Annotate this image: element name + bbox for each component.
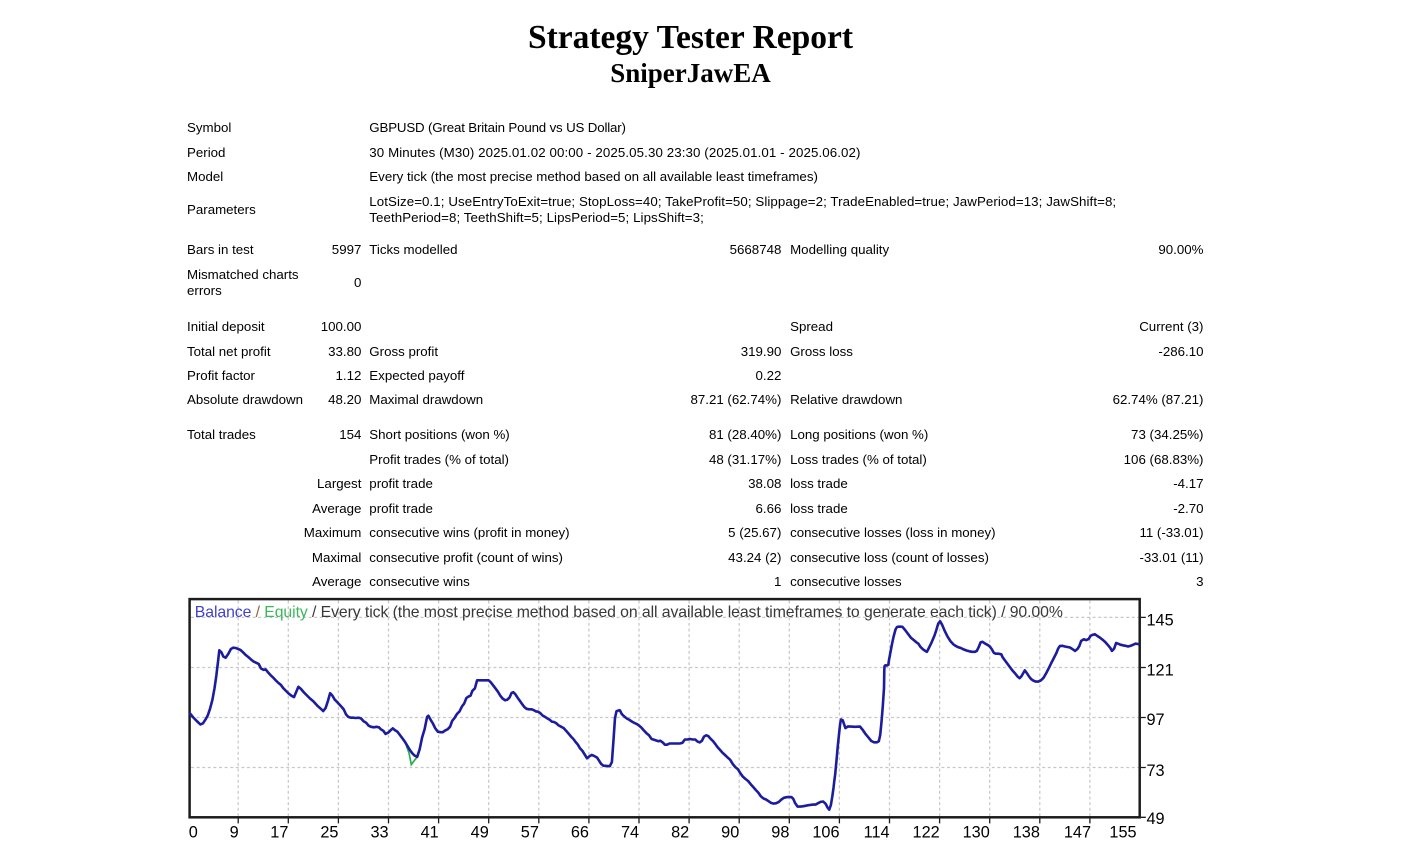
svg-text:0: 0	[189, 823, 198, 841]
svg-text:66: 66	[571, 823, 589, 841]
svg-text:17: 17	[270, 823, 288, 841]
svg-text:73: 73	[1147, 762, 1165, 780]
svg-text:130: 130	[963, 823, 990, 841]
svg-text:147: 147	[1064, 823, 1091, 841]
svg-text:97: 97	[1147, 711, 1165, 729]
svg-text:155: 155	[1109, 823, 1136, 841]
svg-text:121: 121	[1147, 662, 1174, 680]
svg-text:90: 90	[721, 823, 739, 841]
svg-text:Balance / Equity / Every tick: Balance / Equity / Every tick (the most …	[195, 604, 1063, 621]
svg-text:122: 122	[913, 823, 940, 841]
svg-text:74: 74	[621, 823, 639, 841]
svg-text:57: 57	[521, 823, 539, 841]
svg-text:25: 25	[320, 823, 338, 841]
svg-text:98: 98	[771, 823, 789, 841]
svg-text:49: 49	[471, 823, 489, 841]
svg-text:49: 49	[1147, 810, 1165, 828]
svg-text:145: 145	[1147, 611, 1174, 629]
svg-text:41: 41	[421, 823, 439, 841]
svg-text:9: 9	[230, 823, 239, 841]
svg-text:114: 114	[864, 823, 890, 841]
svg-text:33: 33	[370, 823, 388, 841]
svg-text:138: 138	[1013, 823, 1040, 841]
svg-text:82: 82	[671, 823, 689, 841]
svg-text:106: 106	[812, 823, 839, 841]
